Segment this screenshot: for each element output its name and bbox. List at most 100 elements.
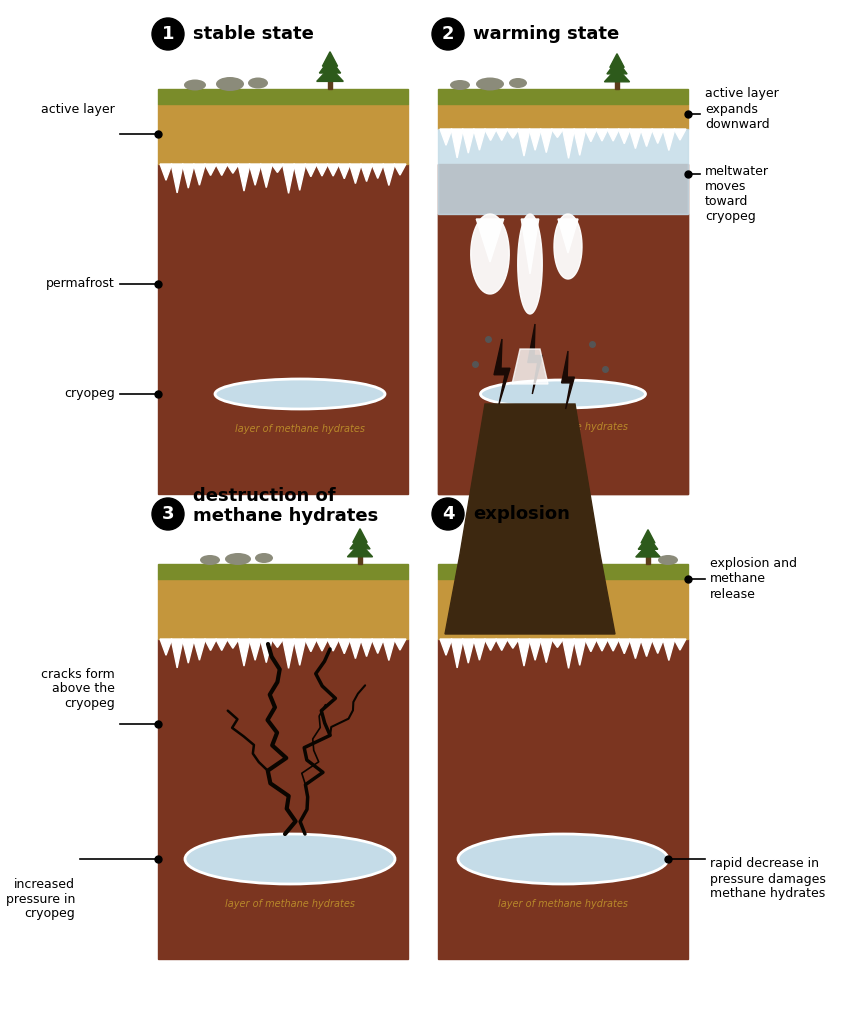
Polygon shape xyxy=(328,80,332,89)
Polygon shape xyxy=(484,639,496,650)
Ellipse shape xyxy=(476,78,504,90)
Text: destruction of
methane hydrates: destruction of methane hydrates xyxy=(193,486,378,525)
Polygon shape xyxy=(171,164,183,193)
Text: increased
pressure in
cryopeg: increased pressure in cryopeg xyxy=(6,878,75,921)
Circle shape xyxy=(432,498,464,530)
Polygon shape xyxy=(171,639,183,668)
Polygon shape xyxy=(394,639,406,650)
Polygon shape xyxy=(554,214,582,279)
Polygon shape xyxy=(646,555,650,564)
Polygon shape xyxy=(618,129,630,143)
Polygon shape xyxy=(495,639,508,650)
Text: layer of methane hydrates: layer of methane hydrates xyxy=(225,899,355,909)
Polygon shape xyxy=(596,639,608,651)
Polygon shape xyxy=(372,639,383,653)
Polygon shape xyxy=(652,639,664,653)
Polygon shape xyxy=(320,58,341,73)
Polygon shape xyxy=(540,129,553,153)
Polygon shape xyxy=(260,164,272,187)
Polygon shape xyxy=(636,544,660,557)
Polygon shape xyxy=(316,164,328,176)
Text: 4: 4 xyxy=(442,505,454,523)
Polygon shape xyxy=(158,164,408,494)
Polygon shape xyxy=(438,639,688,959)
Ellipse shape xyxy=(216,77,244,91)
Polygon shape xyxy=(160,639,172,655)
Polygon shape xyxy=(158,564,408,579)
Polygon shape xyxy=(438,579,688,639)
Polygon shape xyxy=(512,349,548,384)
Polygon shape xyxy=(394,164,406,175)
Text: layer of methane hydrates: layer of methane hydrates xyxy=(235,424,365,434)
Polygon shape xyxy=(383,639,395,660)
Polygon shape xyxy=(463,639,474,664)
Polygon shape xyxy=(193,164,205,185)
Polygon shape xyxy=(215,164,228,175)
Polygon shape xyxy=(641,639,653,656)
Text: explosion: explosion xyxy=(473,505,570,523)
Ellipse shape xyxy=(215,379,385,409)
Ellipse shape xyxy=(480,380,646,408)
Polygon shape xyxy=(158,579,408,639)
Polygon shape xyxy=(283,639,294,669)
Polygon shape xyxy=(584,129,597,141)
Text: stable state: stable state xyxy=(193,25,314,43)
Polygon shape xyxy=(607,129,619,141)
Polygon shape xyxy=(272,639,283,647)
Ellipse shape xyxy=(450,80,470,90)
Ellipse shape xyxy=(225,553,251,565)
Polygon shape xyxy=(438,214,688,494)
Polygon shape xyxy=(294,639,306,666)
Polygon shape xyxy=(618,639,630,653)
Polygon shape xyxy=(158,639,408,959)
Ellipse shape xyxy=(458,834,668,884)
Polygon shape xyxy=(473,639,485,660)
Polygon shape xyxy=(440,129,452,145)
Polygon shape xyxy=(294,164,306,190)
Polygon shape xyxy=(445,404,615,634)
Polygon shape xyxy=(158,89,408,104)
Polygon shape xyxy=(607,60,627,74)
Polygon shape xyxy=(473,129,485,151)
Polygon shape xyxy=(674,639,686,650)
Text: explosion and
methane
release: explosion and methane release xyxy=(710,557,797,600)
Polygon shape xyxy=(227,639,239,648)
Polygon shape xyxy=(317,67,343,81)
Ellipse shape xyxy=(184,80,206,90)
Text: permafrost: permafrost xyxy=(46,278,115,291)
Polygon shape xyxy=(463,129,474,154)
Polygon shape xyxy=(596,129,608,141)
Polygon shape xyxy=(563,129,574,159)
Circle shape xyxy=(152,18,184,50)
Polygon shape xyxy=(182,164,194,188)
Text: 1: 1 xyxy=(161,25,174,43)
Polygon shape xyxy=(484,129,496,140)
Polygon shape xyxy=(674,129,686,140)
Circle shape xyxy=(432,18,464,50)
Polygon shape xyxy=(372,164,383,178)
Polygon shape xyxy=(438,129,688,214)
Polygon shape xyxy=(607,639,619,651)
Polygon shape xyxy=(605,69,630,82)
Polygon shape xyxy=(227,164,239,173)
Polygon shape xyxy=(238,639,250,666)
Polygon shape xyxy=(358,555,362,564)
Ellipse shape xyxy=(200,555,220,565)
Polygon shape xyxy=(563,639,574,669)
Text: active layer
expands
downward: active layer expands downward xyxy=(705,87,779,130)
Polygon shape xyxy=(638,536,658,549)
Polygon shape xyxy=(451,639,463,668)
Polygon shape xyxy=(349,164,362,183)
Ellipse shape xyxy=(658,555,678,565)
Polygon shape xyxy=(327,639,339,651)
Polygon shape xyxy=(215,639,228,650)
Polygon shape xyxy=(383,164,395,185)
Polygon shape xyxy=(249,639,262,660)
Polygon shape xyxy=(361,164,373,181)
Polygon shape xyxy=(652,129,664,143)
Polygon shape xyxy=(304,639,317,651)
Polygon shape xyxy=(528,324,542,394)
Polygon shape xyxy=(238,164,250,191)
Polygon shape xyxy=(558,219,578,253)
Polygon shape xyxy=(663,639,674,660)
